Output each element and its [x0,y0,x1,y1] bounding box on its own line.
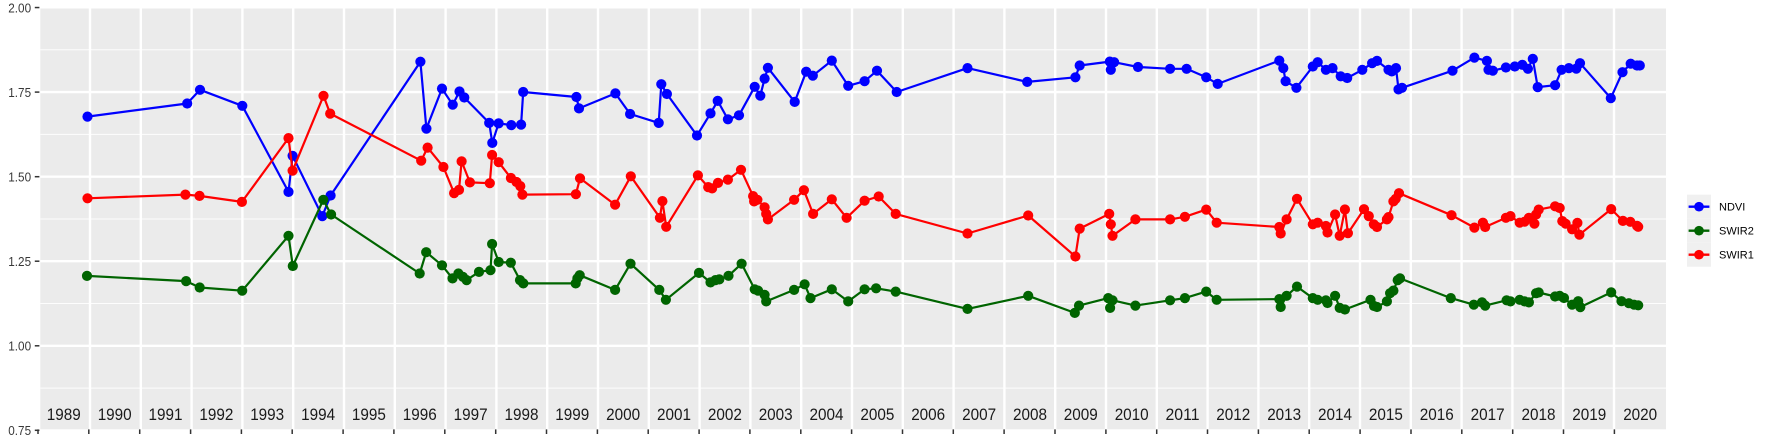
svg-text:1.50: 1.50 [8,171,31,185]
svg-text:1997: 1997 [454,405,488,424]
svg-text:1989: 1989 [47,405,81,424]
svg-text:2004: 2004 [810,405,844,424]
svg-text:0.75: 0.75 [8,424,31,438]
svg-text:2016: 2016 [1420,405,1454,424]
svg-text:1990: 1990 [98,405,132,424]
svg-text:1992: 1992 [199,405,233,424]
svg-text:1.00: 1.00 [8,340,31,354]
svg-text:1.75: 1.75 [8,86,31,100]
svg-text:1.25: 1.25 [8,255,31,269]
svg-text:1995: 1995 [352,405,386,424]
svg-text:SWIR1: SWIR1 [1719,250,1754,262]
svg-text:2011: 2011 [1166,405,1200,424]
svg-text:2015: 2015 [1369,405,1403,424]
svg-text:1994: 1994 [301,405,335,424]
svg-text:2003: 2003 [759,405,793,424]
svg-text:1999: 1999 [555,405,589,424]
svg-text:2007: 2007 [962,405,996,424]
svg-text:2020: 2020 [1623,405,1657,424]
svg-text:NDVI: NDVI [1719,202,1745,214]
svg-text:2005: 2005 [860,405,894,424]
svg-text:1991: 1991 [149,405,183,424]
svg-text:SWIR2: SWIR2 [1719,226,1754,238]
svg-text:2000: 2000 [606,405,640,424]
svg-text:2012: 2012 [1216,405,1250,424]
svg-text:1993: 1993 [250,405,284,424]
svg-text:2002: 2002 [708,405,742,424]
svg-text:2001: 2001 [657,405,691,424]
svg-text:2019: 2019 [1572,405,1606,424]
svg-text:2013: 2013 [1267,405,1301,424]
svg-text:1996: 1996 [403,405,437,424]
svg-text:2018: 2018 [1522,405,1556,424]
svg-text:2010: 2010 [1115,405,1149,424]
svg-text:2008: 2008 [1013,405,1047,424]
svg-text:2014: 2014 [1318,405,1352,424]
svg-text:2017: 2017 [1471,405,1505,424]
svg-text:2.00: 2.00 [8,1,31,15]
svg-text:2006: 2006 [911,405,945,424]
svg-text:1998: 1998 [505,405,539,424]
svg-text:2009: 2009 [1064,405,1098,424]
